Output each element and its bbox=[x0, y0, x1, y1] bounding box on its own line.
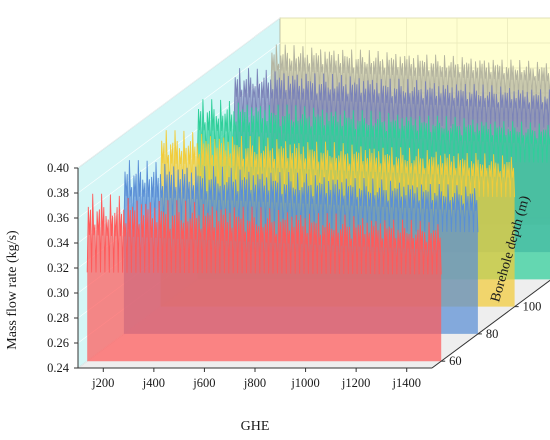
x-tick-label: j600 bbox=[192, 376, 215, 390]
x-tick-label: j400 bbox=[142, 376, 165, 390]
z-tick-label: 100 bbox=[523, 300, 542, 314]
y-tick-label: 0.38 bbox=[47, 186, 69, 200]
y-tick-label: 0.36 bbox=[47, 211, 69, 225]
y-tick-label: 0.28 bbox=[47, 311, 69, 325]
x-tick-label: j800 bbox=[243, 376, 266, 390]
x-tick-label: j1200 bbox=[341, 376, 370, 390]
axes-group bbox=[74, 167, 550, 372]
z-tick-label: 80 bbox=[486, 327, 499, 341]
series-group bbox=[86, 44, 550, 362]
y-tick-label: 0.40 bbox=[47, 161, 69, 175]
x-tick-label: j1400 bbox=[391, 376, 420, 390]
x-tick-label: j200 bbox=[91, 376, 114, 390]
grid-line-left-wall bbox=[77, 42, 281, 194]
y-tick-label: 0.30 bbox=[47, 286, 69, 300]
series-line-depth-60 bbox=[86, 193, 442, 275]
y-tick-label: 0.34 bbox=[47, 236, 70, 250]
z-axis-line bbox=[431, 279, 550, 369]
series-area-depth-60 bbox=[87, 193, 442, 362]
y-tick-label: 0.32 bbox=[47, 261, 69, 275]
y-tick-label: 0.26 bbox=[47, 336, 69, 350]
x-tick-label: j1000 bbox=[290, 376, 319, 390]
y-axis-title: Mass flow rate (kg/s) bbox=[5, 230, 20, 350]
z-tick-label: 60 bbox=[449, 354, 462, 368]
grid-line-left-wall bbox=[77, 17, 281, 169]
x-axis-title: GHE bbox=[241, 419, 270, 434]
y-tick-label: 0.24 bbox=[47, 361, 70, 375]
